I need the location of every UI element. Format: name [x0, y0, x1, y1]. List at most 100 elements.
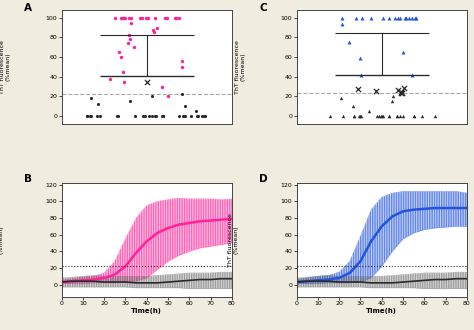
Point	[377, 113, 384, 118]
Point	[152, 113, 160, 118]
Point	[178, 64, 186, 70]
Point	[152, 15, 159, 20]
Point	[374, 113, 381, 118]
Point	[151, 30, 158, 35]
Point	[88, 96, 95, 101]
Point	[181, 113, 188, 118]
Point	[201, 113, 209, 118]
Point	[148, 94, 156, 99]
Text: A: A	[24, 3, 32, 13]
Point	[114, 113, 122, 118]
Point	[372, 89, 379, 94]
Point	[396, 113, 403, 118]
Point	[142, 15, 150, 20]
Point	[125, 33, 133, 38]
Point	[385, 15, 393, 20]
Point	[120, 15, 128, 20]
Point	[327, 113, 334, 118]
Point	[122, 15, 129, 20]
Point	[187, 113, 195, 118]
Point	[178, 92, 186, 97]
Point	[153, 25, 160, 30]
Point	[368, 15, 375, 20]
Point	[128, 15, 135, 20]
Point	[161, 15, 169, 20]
Point	[181, 113, 188, 118]
Y-axis label: ThT fluorescence
(%mean): ThT fluorescence (%mean)	[235, 40, 246, 94]
Point	[145, 113, 153, 118]
Point	[337, 96, 345, 101]
Point	[419, 113, 426, 118]
Point	[111, 15, 118, 20]
Point	[180, 113, 188, 118]
Point	[141, 113, 149, 118]
Point	[137, 15, 144, 20]
Y-axis label: ThT fluorescence
(%mean): ThT fluorescence (%mean)	[228, 213, 239, 267]
X-axis label: Time(h): Time(h)	[131, 308, 162, 313]
Point	[119, 15, 127, 20]
Point	[172, 15, 180, 20]
Point	[107, 76, 114, 81]
Text: B: B	[24, 174, 32, 184]
Point	[124, 41, 132, 46]
Point	[199, 113, 206, 118]
Text: C: C	[259, 3, 267, 13]
Point	[357, 72, 365, 77]
Point	[117, 15, 124, 20]
Point	[352, 15, 359, 20]
Point	[159, 113, 167, 118]
Point	[349, 104, 357, 109]
Point	[392, 15, 399, 20]
Point	[139, 113, 147, 118]
Point	[145, 15, 152, 20]
Y-axis label: ThT fluorescence
(%mean): ThT fluorescence (%mean)	[0, 40, 10, 94]
Point	[379, 113, 387, 118]
Point	[338, 15, 346, 20]
Point	[338, 21, 346, 26]
Point	[113, 113, 121, 118]
Point	[164, 94, 172, 99]
Point	[388, 99, 395, 104]
Y-axis label: ThT fluorescence
(%mean): ThT fluorescence (%mean)	[0, 213, 4, 267]
Point	[356, 113, 363, 118]
Point	[405, 15, 412, 20]
Point	[356, 55, 364, 61]
Point	[120, 79, 128, 84]
Point	[127, 37, 134, 42]
Point	[192, 109, 200, 114]
Point	[194, 113, 201, 118]
Point	[399, 113, 407, 118]
Text: D: D	[259, 174, 268, 184]
Point	[393, 113, 401, 118]
Point	[397, 90, 404, 95]
Point	[365, 109, 373, 114]
Point	[410, 113, 418, 118]
Point	[356, 113, 364, 118]
Point	[86, 113, 94, 118]
Point	[431, 113, 439, 118]
Point	[355, 87, 362, 92]
Point	[385, 113, 393, 118]
Point	[350, 113, 357, 118]
Point	[149, 27, 157, 32]
Point	[385, 113, 392, 118]
Point	[193, 113, 201, 118]
Point	[346, 40, 353, 45]
Point	[175, 15, 182, 20]
X-axis label: Time(h): Time(h)	[366, 308, 397, 313]
Point	[131, 113, 138, 118]
Point	[397, 15, 404, 20]
Point	[159, 113, 166, 118]
Point	[151, 113, 158, 118]
Point	[412, 15, 419, 20]
Point	[143, 79, 151, 84]
Point	[83, 113, 91, 118]
Point	[394, 88, 401, 93]
Point	[397, 91, 405, 96]
Point	[393, 113, 401, 118]
Point	[126, 15, 133, 20]
Point	[357, 113, 365, 118]
Point	[380, 15, 387, 20]
Point	[400, 86, 408, 91]
Point	[127, 99, 134, 104]
